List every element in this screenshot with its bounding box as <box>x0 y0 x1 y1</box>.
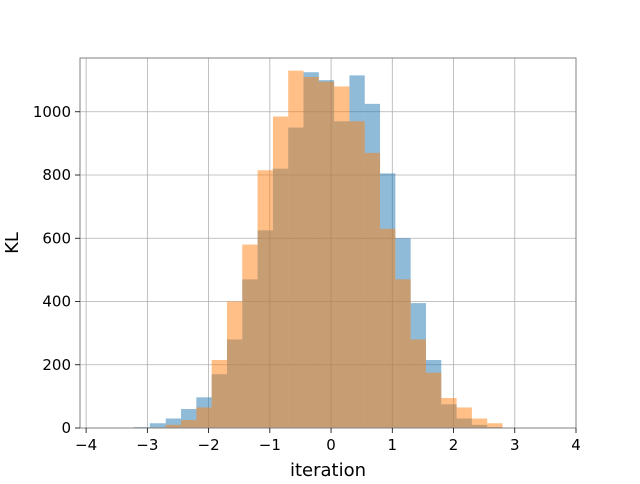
x-tick-label: −4 <box>75 436 97 454</box>
histogram-bar <box>196 407 212 428</box>
histogram-bar <box>349 121 365 428</box>
y-tick-label: 0 <box>61 419 71 437</box>
y-tick-label: 1000 <box>33 103 71 121</box>
histogram-bar <box>380 228 396 428</box>
histogram-bar <box>303 76 319 428</box>
histogram-bar <box>226 301 243 428</box>
x-tick-label: −2 <box>198 436 220 454</box>
histogram-bar <box>318 81 335 428</box>
histogram-bar <box>456 407 472 428</box>
x-tick-label: 0 <box>326 436 336 454</box>
histogram-bar <box>425 372 442 428</box>
histogram-bars <box>133 70 503 429</box>
histogram-bar <box>257 170 273 428</box>
histogram-bar <box>288 70 304 429</box>
histogram-bar <box>272 116 289 428</box>
x-axis-label: iteration <box>290 460 366 480</box>
y-tick-label: 200 <box>42 356 71 374</box>
y-axis-ticks: 0 200 400 600 800 1000 <box>33 103 80 437</box>
histogram-bar <box>211 360 227 428</box>
histogram-bar <box>165 424 182 428</box>
y-tick-label: 600 <box>42 229 71 247</box>
histogram-bar <box>334 86 350 428</box>
histogram-bar <box>181 420 197 428</box>
y-tick-label: 400 <box>42 293 71 311</box>
x-tick-label: 2 <box>449 436 459 454</box>
x-tick-label: −3 <box>136 436 158 454</box>
y-tick-label: 800 <box>42 166 71 184</box>
y-axis-label: KL <box>2 232 23 254</box>
histogram-bar <box>441 397 457 428</box>
x-tick-label: 3 <box>510 436 520 454</box>
histogram-bar <box>149 423 166 428</box>
histogram-bar <box>165 418 182 428</box>
histogram-bar <box>410 339 426 428</box>
histogram-bar <box>487 423 503 428</box>
x-tick-label: 1 <box>388 436 398 454</box>
histogram-bar <box>471 418 488 428</box>
x-tick-label: −1 <box>259 436 281 454</box>
x-axis-ticks: −4 −3 −2 −1 0 1 2 3 4 <box>75 428 581 454</box>
x-tick-label: 4 <box>571 436 581 454</box>
plot-frame <box>79 57 577 429</box>
histogram-bar <box>242 244 258 428</box>
histogram-bar <box>395 279 411 428</box>
histogram-series-2 <box>150 70 503 429</box>
histogram-bar <box>364 152 381 428</box>
